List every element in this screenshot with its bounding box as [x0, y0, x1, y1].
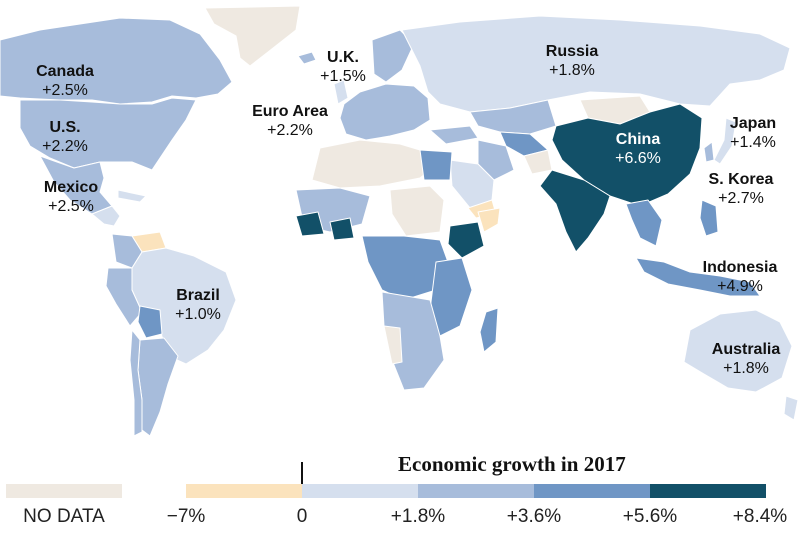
ghana-region: [329, 217, 355, 241]
us-value: +2.2%: [42, 138, 88, 155]
us-name: U.S.: [49, 119, 81, 136]
canada-value: +2.5%: [42, 82, 88, 99]
chile-region: [129, 329, 143, 437]
australia-region: [683, 309, 793, 393]
bolivia-region: [137, 305, 163, 339]
label-mexico: Mexico +2.5%: [28, 178, 114, 216]
ivory-coast-region: [295, 211, 325, 237]
label-s-korea: S. Korea +2.7%: [696, 170, 786, 208]
russia-name: Russia: [545, 43, 599, 60]
legend-tick: −7%: [166, 506, 206, 527]
euro-area-value: +2.2%: [267, 122, 313, 139]
caribbean-region: [117, 189, 147, 203]
legend-title: Economic growth in 2017: [398, 452, 626, 476]
legend-tick: +8.4%: [732, 506, 788, 527]
legend-swatch-3.6-5.6: [534, 484, 650, 498]
scandinavia-region: [371, 29, 415, 83]
india-region: [539, 169, 611, 253]
se-asia-region: [625, 199, 663, 247]
australia-name: Australia: [711, 341, 781, 358]
europe-region: [339, 83, 431, 141]
canada-name: Canada: [36, 63, 94, 80]
s-korea-name: S. Korea: [708, 171, 774, 188]
korea-region: [703, 141, 715, 163]
label-china: China +6.6%: [598, 130, 678, 168]
legend-tick: +3.6%: [506, 506, 562, 527]
argentina-region: [137, 337, 179, 437]
label-australia: Australia +1.8%: [696, 340, 796, 378]
peru-region: [105, 267, 143, 327]
label-brazil: Brazil +1.0%: [158, 286, 238, 324]
madagascar-region: [479, 307, 499, 353]
central-america-region: [91, 205, 121, 227]
legend-swatch-no-data: [6, 484, 122, 498]
greenland-region: [204, 5, 301, 67]
label-canada: Canada +2.5%: [22, 62, 108, 100]
japan-region: [713, 117, 737, 165]
russia-value: +1.8%: [549, 62, 595, 79]
label-indonesia: Indonesia +4.9%: [690, 258, 790, 296]
philippines-region: [699, 199, 719, 237]
mexico-region: [39, 155, 113, 215]
label-japan: Japan +1.4%: [718, 114, 788, 152]
uk-region: [333, 79, 349, 105]
china-name: China: [615, 131, 661, 148]
indonesia-value: +4.9%: [717, 278, 763, 295]
kazakhstan-region: [469, 99, 557, 135]
indonesia-region: [635, 257, 761, 297]
uk-name: U.K.: [327, 49, 359, 66]
russia-region: [401, 15, 791, 113]
iran-region: [477, 139, 515, 181]
turkey-region: [429, 125, 479, 145]
legend-tick: +5.6%: [622, 506, 678, 527]
egypt-region: [419, 149, 453, 181]
world-map: [0, 5, 799, 437]
australia-value: +1.8%: [723, 360, 769, 377]
label-euro-area: Euro Area +2.2%: [238, 102, 342, 140]
uk-value: +1.5%: [320, 68, 366, 85]
legend-swatch-negative: [186, 484, 302, 498]
china-region: [551, 103, 703, 207]
china-value: +6.6%: [615, 150, 661, 167]
somalia-region: [477, 207, 501, 233]
japan-value: +1.4%: [730, 134, 776, 151]
legend-tick: 0: [296, 506, 308, 527]
north-africa-region: [311, 139, 441, 189]
legend-swatch-0-1.8: [302, 484, 418, 498]
namibia-region: [383, 325, 403, 365]
mexico-name: Mexico: [43, 179, 99, 196]
euro-area-name: Euro Area: [252, 103, 328, 120]
legend-swatch-5.6-8.4: [650, 484, 766, 498]
iceland-region: [297, 51, 317, 65]
sudan-region: [389, 185, 445, 237]
label-russia: Russia +1.8%: [530, 42, 614, 80]
brazil-value: +1.0%: [175, 306, 221, 323]
legend-no-data-label: NO DATA: [23, 506, 105, 527]
s-korea-value: +2.7%: [718, 190, 764, 207]
usa-region: [19, 97, 197, 171]
japan-name: Japan: [729, 115, 777, 132]
ethiopia-region: [447, 221, 485, 259]
label-us: U.S. +2.2%: [30, 118, 100, 156]
legend-swatch-1.8-3.6: [418, 484, 534, 498]
brazil-name: Brazil: [176, 287, 220, 304]
legend-zero-marker: [301, 462, 303, 498]
legend-tick: +1.8%: [390, 506, 446, 527]
indonesia-name: Indonesia: [702, 259, 778, 276]
new-zealand-region: [783, 395, 799, 421]
mexico-value: +2.5%: [48, 198, 94, 215]
label-uk: U.K. +1.5%: [308, 48, 378, 86]
